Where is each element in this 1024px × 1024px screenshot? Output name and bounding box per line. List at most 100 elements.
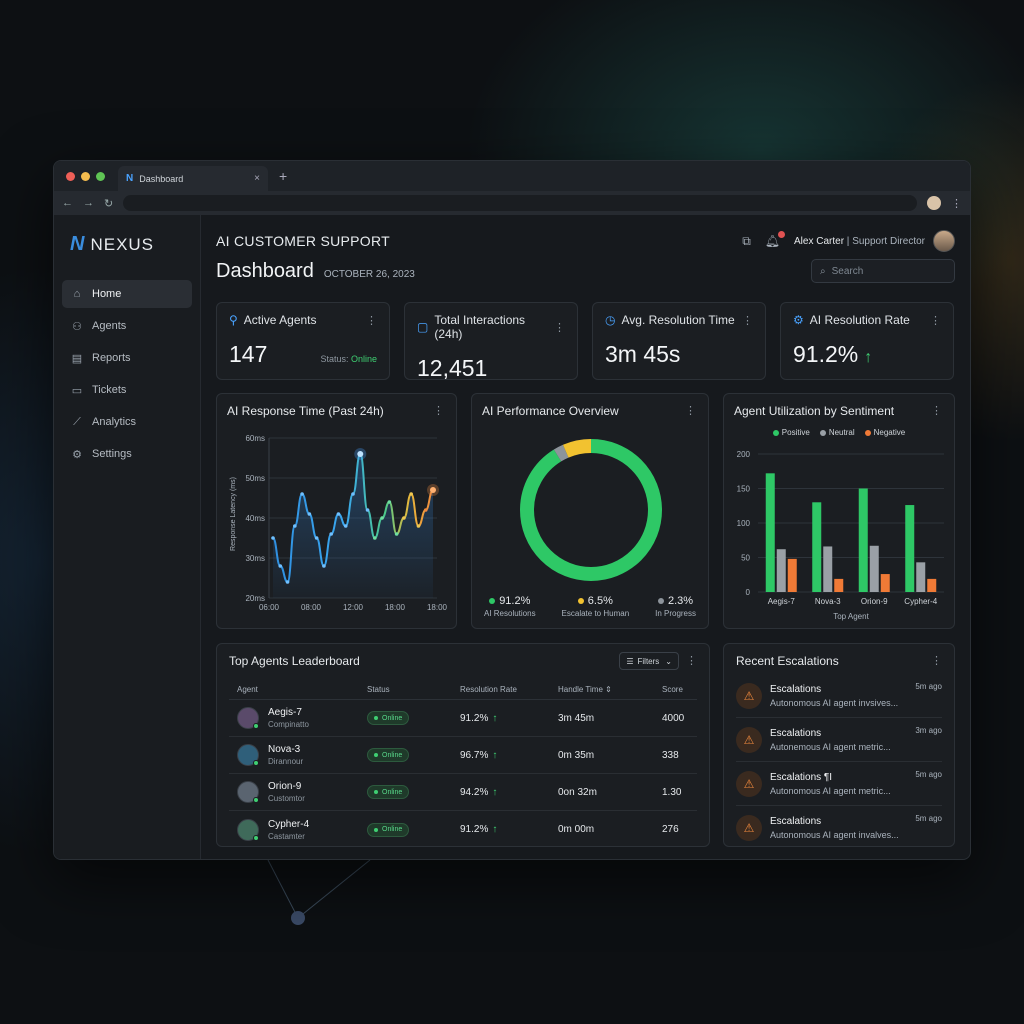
bar-positive[interactable] xyxy=(905,505,915,592)
data-point[interactable] xyxy=(387,500,392,504)
more-options-icon[interactable]: ⋮ xyxy=(930,314,941,327)
data-point[interactable] xyxy=(336,512,341,516)
new-tab-button[interactable]: + xyxy=(279,168,288,184)
browser-menu-icon[interactable]: ⋮ xyxy=(951,197,962,210)
bar-neutral[interactable] xyxy=(823,546,833,592)
column-header[interactable]: Handle Time ⇕ xyxy=(558,685,612,694)
table-row[interactable]: Aegis-7 Compinatto Online 91.2% ↑ 3m 45m 4… xyxy=(229,700,697,737)
table-row[interactable]: Nova-3 Dirannour Online 96.7% ↑ 0m 35m 338 xyxy=(229,737,697,774)
message-icon[interactable]: ⧉ xyxy=(742,233,751,248)
search-input[interactable]: ⌕ Search xyxy=(811,259,955,283)
resolution-rate: 91.2% ↑ xyxy=(460,824,498,835)
data-point[interactable] xyxy=(329,532,333,536)
data-point[interactable] xyxy=(278,564,283,568)
data-point[interactable] xyxy=(402,516,406,520)
donut-slice-escalate[interactable] xyxy=(520,439,662,581)
data-point[interactable] xyxy=(351,492,355,496)
data-point[interactable] xyxy=(314,536,319,540)
more-options-icon[interactable]: ⋮ xyxy=(554,321,565,334)
sidebar-item-reports[interactable]: ▤ Reports xyxy=(62,344,192,372)
list-item[interactable]: ⚠ Escalations Autonemous AI agent metric.… xyxy=(736,718,942,762)
data-point[interactable] xyxy=(271,536,275,540)
data-point[interactable] xyxy=(380,516,384,520)
bar-neutral[interactable] xyxy=(776,549,786,592)
column-header[interactable]: Resolution Rate xyxy=(460,685,517,694)
score: 276 xyxy=(662,824,679,835)
sidebar-item-home[interactable]: ⌂ Home xyxy=(62,280,192,308)
score: 338 xyxy=(662,749,679,761)
sidebar-item-tickets[interactable]: ▭ Tickets xyxy=(62,376,192,404)
filter-icon: ☰ xyxy=(626,656,634,666)
bar-negative[interactable] xyxy=(834,578,844,592)
user-avatar[interactable] xyxy=(933,230,955,252)
list-item[interactable]: ⚠ Escalations ¶I Autonomous AI agent metr… xyxy=(736,762,942,806)
sidebar-item-settings[interactable]: ⚙ Settings xyxy=(62,440,192,468)
last-point[interactable] xyxy=(430,487,436,493)
bar-negative[interactable] xyxy=(787,558,797,592)
bar-negative[interactable] xyxy=(880,574,890,592)
warning-icon: ⚠ xyxy=(736,726,762,753)
data-point[interactable] xyxy=(293,524,297,528)
status-badge: Online xyxy=(367,822,410,837)
more-options-icon[interactable]: ⋮ xyxy=(686,655,697,667)
y-tick-label: 50ms xyxy=(245,474,265,483)
table-row[interactable]: Cypher-4 Castamter Online 91.2% ↑ 0m 00m 2… xyxy=(229,811,697,848)
y-tick-label: 30ms xyxy=(245,554,265,563)
more-options-icon[interactable]: ⋮ xyxy=(366,314,377,327)
data-point[interactable] xyxy=(423,508,428,512)
close-window-button[interactable] xyxy=(66,171,75,181)
notification-bell-icon[interactable]: 🔔︎ xyxy=(765,231,786,248)
maximize-window-button[interactable] xyxy=(96,171,105,181)
address-bar[interactable] xyxy=(123,195,917,211)
handle-time: 0m 00m xyxy=(558,824,595,835)
data-point[interactable] xyxy=(300,492,304,496)
data-point[interactable] xyxy=(307,512,312,516)
user-icon: ⚲ xyxy=(229,313,238,327)
more-options-icon[interactable]: ⋮ xyxy=(931,405,942,417)
more-options-icon[interactable]: ⋮ xyxy=(433,405,444,417)
bar-neutral[interactable] xyxy=(869,545,879,592)
forward-icon[interactable]: → xyxy=(83,197,94,209)
minimize-window-button[interactable] xyxy=(81,171,90,181)
column-header[interactable]: Score xyxy=(662,685,683,694)
resolution-rate: 94.2% ↑ xyxy=(460,786,498,798)
column-header[interactable]: Agent xyxy=(237,685,258,694)
browser-profile-avatar[interactable] xyxy=(927,196,941,210)
bar-positive[interactable] xyxy=(812,502,822,592)
filters-button[interactable]: ☰ Filters ⌄ xyxy=(619,652,679,670)
column-header[interactable]: Status xyxy=(367,685,390,694)
peak-point[interactable] xyxy=(357,451,364,457)
back-icon[interactable]: ← xyxy=(62,197,73,209)
list-item[interactable]: ⚠ Escalations Autonomous AI agent invsive… xyxy=(736,674,942,718)
reload-icon[interactable]: ↻ xyxy=(104,197,114,210)
brand-logo[interactable]: N NEXUS xyxy=(54,233,200,256)
data-point[interactable] xyxy=(285,580,290,584)
data-point[interactable] xyxy=(365,508,370,512)
sidebar-item-agents[interactable]: ⚇ Agents xyxy=(62,312,192,340)
data-point[interactable] xyxy=(409,492,413,496)
more-options-icon[interactable]: ⋮ xyxy=(742,314,753,327)
bar-neutral[interactable] xyxy=(916,562,926,592)
trend-up-icon: ↑ xyxy=(864,349,873,366)
notification-badge xyxy=(778,231,786,238)
data-point[interactable] xyxy=(322,564,326,568)
data-point[interactable] xyxy=(416,524,421,528)
donut-slice-ai-resolutions[interactable] xyxy=(520,439,662,581)
data-point[interactable] xyxy=(373,536,377,540)
sentiment-bar-chart: 200 150 100 50 0 Aegis-7 Nova-3 Orion-9 Cypher-4… xyxy=(737,450,944,621)
sidebar-item-analytics[interactable]: ⟋ Analytics xyxy=(62,408,192,436)
panel-title: Agent Utilization by Sentiment xyxy=(734,404,895,418)
data-point[interactable] xyxy=(343,524,348,528)
resolution-rate: 91.2% ↑ xyxy=(460,712,498,724)
bar-negative[interactable] xyxy=(927,578,937,592)
legend-in-progress: 2.3% In Progress xyxy=(655,595,696,618)
table-row[interactable]: Orion-9 Customtor Online 94.2% ↑ 0on 32m 1… xyxy=(229,774,697,811)
browser-tab[interactable]: N Dashboard × xyxy=(118,166,268,191)
list-item[interactable]: ⚠ Escalations Autonomous AI agent invalve… xyxy=(736,806,942,850)
close-tab-icon[interactable]: × xyxy=(254,173,260,184)
bar-positive[interactable] xyxy=(765,473,775,592)
more-options-icon[interactable]: ⋮ xyxy=(685,405,696,417)
more-options-icon[interactable]: ⋮ xyxy=(931,655,942,667)
data-point[interactable] xyxy=(394,532,399,536)
bar-positive[interactable] xyxy=(858,488,868,593)
